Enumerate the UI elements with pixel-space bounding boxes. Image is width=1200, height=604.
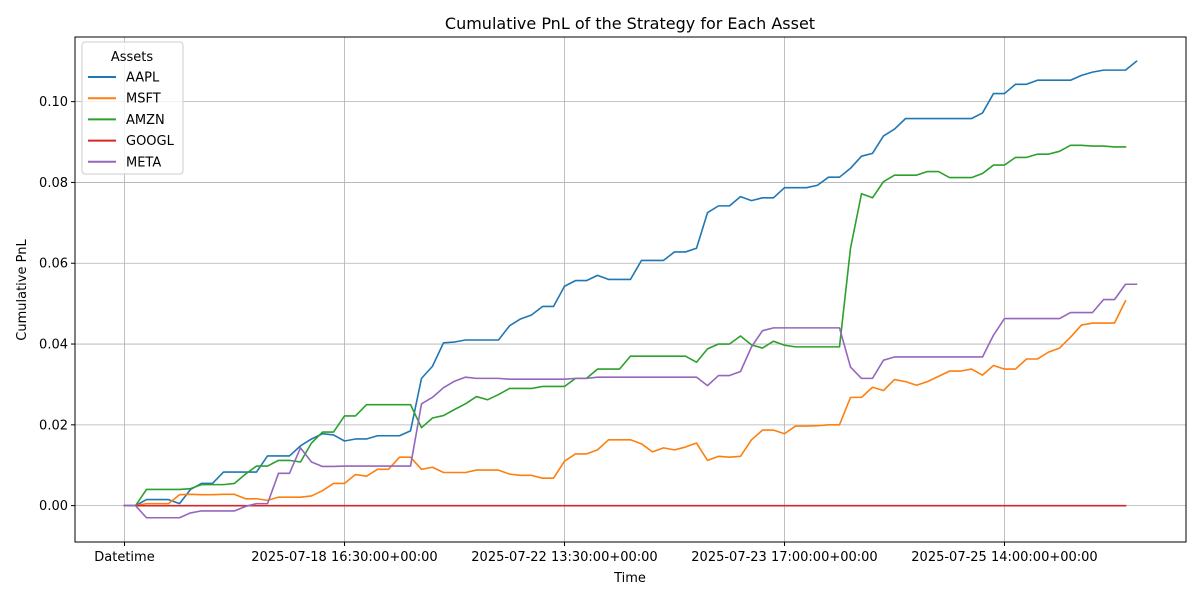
- series-line-meta: [123, 283, 1138, 519]
- series-line-msft: [123, 299, 1127, 507]
- legend: Assets AAPL MSFT AMZN GOOGL META: [81, 41, 184, 175]
- y-tick-label: 0.08: [39, 176, 68, 191]
- x-tick-label: Datetime: [94, 550, 154, 565]
- x-tick-label: 2025-07-18 16:30:00+00:00: [251, 550, 437, 565]
- y-axis-label: Cumulative PnL: [15, 239, 30, 341]
- series-line-aapl: [123, 60, 1138, 507]
- legend-label-meta: META: [126, 155, 161, 170]
- series-line-amzn: [123, 144, 1127, 507]
- plot-area-frame: [74, 36, 1187, 543]
- x-tick-label: 2025-07-23 17:00:00+00:00: [691, 550, 877, 565]
- grid: [75, 37, 1186, 542]
- legend-label-aapl: AAPL: [126, 71, 160, 86]
- legend-title: Assets: [111, 50, 154, 65]
- y-tick-label: 0.06: [39, 257, 68, 272]
- y-tick-label: 0.10: [39, 95, 68, 110]
- x-tick-label: 2025-07-22 13:30:00+00:00: [471, 550, 657, 565]
- y-tick-label: 0.00: [39, 499, 68, 514]
- series-lines: [123, 60, 1138, 519]
- legend-label-msft: MSFT: [126, 92, 161, 107]
- y-tick-label: 0.04: [39, 338, 68, 353]
- legend-label-googl: GOOGL: [126, 134, 175, 149]
- x-axis-label: Time: [613, 571, 646, 586]
- y-tick-label: 0.02: [39, 418, 68, 433]
- chart-title: Cumulative PnL of the Strategy for Each …: [445, 14, 815, 33]
- x-tick-label: 2025-07-25 14:00:00+00:00: [911, 550, 1097, 565]
- axes: 0.00 0.02 0.04 0.06 0.08 0.10 Datetime 2025-07-…: [39, 95, 1098, 565]
- legend-label-amzn: AMZN: [126, 113, 165, 128]
